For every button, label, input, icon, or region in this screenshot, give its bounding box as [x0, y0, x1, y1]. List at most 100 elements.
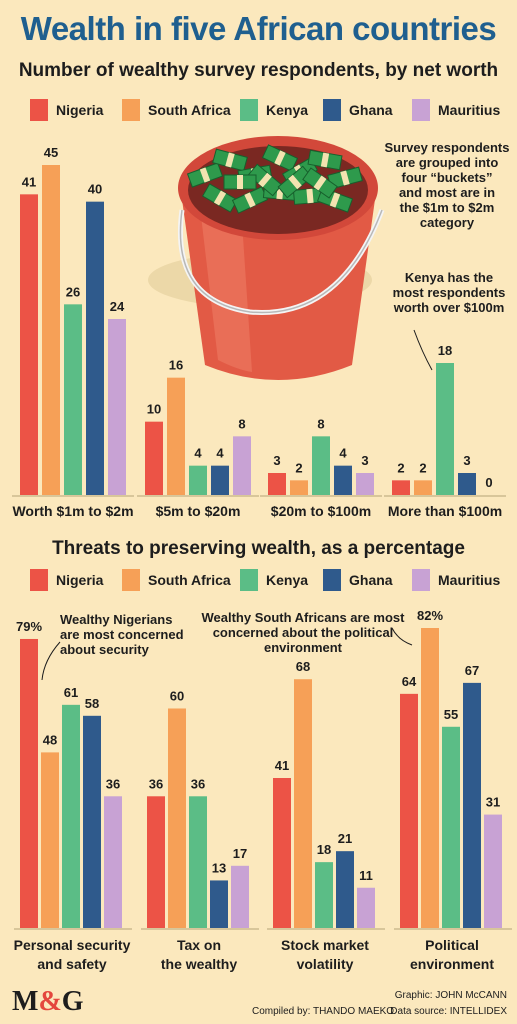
chart2-value-label: 67 — [465, 663, 479, 678]
annotation-line: four “buckets” — [401, 170, 493, 185]
chart2-bar-kenya — [62, 704, 80, 928]
chart1-value-label: 40 — [88, 182, 102, 197]
chart1-value-label: 3 — [273, 453, 280, 468]
chart2-bar-kenya — [189, 796, 207, 928]
chart2-legend: Nigeria South Africa Kenya Ghana Mauritius — [0, 568, 517, 592]
annotation-line: are most concerned — [60, 627, 184, 642]
chart2-value-label: 68 — [296, 659, 310, 674]
chart1-value-label: 4 — [339, 446, 347, 461]
legend-label: South Africa — [148, 102, 231, 118]
chart2-category-label: Tax on — [177, 937, 221, 953]
chart2-value-label: 13 — [212, 860, 226, 875]
legend-label: Ghana — [349, 572, 393, 588]
legend-swatch — [30, 99, 48, 121]
chart2-value-label: 36 — [191, 776, 205, 791]
chart2-category-label: environment — [410, 956, 494, 972]
chart1-value-label: 10 — [147, 402, 161, 417]
legend-item-ghana: Ghana — [323, 568, 393, 592]
chart2-value-label: 41 — [275, 758, 289, 773]
chart1-bar-south-africa — [290, 480, 308, 495]
chart2-value-label: 18 — [317, 842, 331, 857]
chart2-category-label: the wealthy — [161, 956, 237, 972]
chart1-bar-ghana — [334, 465, 352, 495]
chart1-value-label: 4 — [216, 446, 224, 461]
footer-source: Data source: INTELLIDEX — [390, 1006, 507, 1017]
money-bucket-illustration — [148, 136, 385, 380]
chart2-value-label: 64 — [402, 674, 417, 689]
chart2-value-label: 82% — [417, 608, 443, 623]
chart2-baseline — [267, 928, 385, 930]
legend-label: Ghana — [349, 102, 393, 118]
annotation-line: Wealthy Nigerians — [60, 612, 173, 627]
chart1-baseline — [137, 495, 259, 497]
annotation-line: about security — [60, 642, 149, 657]
legend-swatch — [30, 569, 48, 591]
chart1-legend: Nigeria South Africa Kenya Ghana Mauritius — [0, 98, 517, 122]
chart2-bar-ghana — [463, 682, 481, 928]
chart1-bar-south-africa — [42, 165, 60, 495]
chart1-bar-ghana — [211, 465, 229, 495]
chart1-baseline — [384, 495, 506, 497]
chart2-bar-mauritius — [357, 887, 375, 928]
chart1-bar-kenya — [312, 436, 330, 495]
chart1-baseline — [260, 495, 382, 497]
chart2-value-label: 58 — [85, 696, 99, 711]
chart1-value-label: 8 — [238, 416, 245, 431]
legend-item-nigeria: Nigeria — [30, 568, 103, 592]
annotation-line: category — [419, 215, 475, 230]
chart2-value-label: 17 — [233, 846, 247, 861]
annotation-line: concerned about the political — [212, 625, 394, 640]
legend-swatch — [122, 569, 140, 591]
legend-swatch — [323, 569, 341, 591]
chart2-category-label: Personal security — [14, 937, 131, 953]
annotation-line: Wealthy South Africans are most — [201, 610, 405, 625]
annotation-line: environment — [263, 640, 342, 655]
chart2-bar-ghana — [210, 880, 228, 928]
chart2-value-label: 60 — [170, 688, 184, 703]
annotation-line: worth over $100m — [393, 300, 505, 315]
chart2-value-label: 48 — [43, 732, 57, 747]
chart1-bar-south-africa — [414, 480, 432, 495]
legend-item-ghana: Ghana — [323, 98, 393, 122]
annotation-line: Kenya has the — [404, 270, 494, 285]
chart1-baseline — [12, 495, 134, 497]
chart2-bar-ghana — [83, 715, 101, 928]
chart2-value-label: 61 — [64, 685, 78, 700]
chart2-bar-south-africa — [294, 679, 312, 928]
chart2-bar-nigeria — [20, 638, 38, 928]
chart1-value-label: 2 — [419, 460, 426, 475]
chart2-category-label: Political — [425, 937, 479, 953]
chart1-value-label: 3 — [463, 453, 470, 468]
chart1-value-label: 16 — [169, 358, 183, 373]
chart1-category-label: $20m to $100m — [271, 503, 371, 519]
footer-graphic: Graphic: JOHN McCANN — [394, 990, 507, 1001]
chart1-bar-mauritius — [233, 436, 251, 495]
chart2-bar-nigeria — [273, 778, 291, 928]
annotation-line: are grouped into — [395, 155, 499, 170]
chart1-bar-nigeria — [268, 473, 286, 495]
chart1-value-label: 3 — [361, 453, 368, 468]
chart1-category-label: $5m to $20m — [156, 503, 241, 519]
legend-item-mauritius: Mauritius — [412, 568, 500, 592]
chart1-value-label: 45 — [44, 145, 58, 160]
annotation-kenya: Kenya has the most respondents worth over … — [384, 270, 514, 315]
chart2-category-label: Stock market — [281, 937, 369, 953]
chart1-value-label: 0 — [485, 475, 492, 490]
legend-item-nigeria: Nigeria — [30, 98, 103, 122]
chart2-bar-mauritius — [104, 796, 122, 928]
legend-swatch — [323, 99, 341, 121]
chart1-bar-kenya — [64, 304, 82, 495]
legend-swatch — [240, 569, 258, 591]
chart1-value-label: 24 — [110, 299, 125, 314]
legend-item-south-africa: South Africa — [122, 568, 231, 592]
annotation-southafrica: Wealthy South Africans are most concerned… — [198, 610, 408, 655]
chart1-value-label: 8 — [317, 416, 324, 431]
chart2-bar-nigeria — [147, 796, 165, 928]
chart2-subtitle: Threats to preserving wealth, as a perce… — [52, 538, 465, 559]
chart2-bar-mauritius — [484, 814, 502, 928]
annotation-southafrica-leader — [391, 627, 413, 646]
legend-label: Mauritius — [438, 102, 501, 118]
legend-label: Nigeria — [56, 102, 104, 118]
legend-label: Kenya — [266, 102, 309, 118]
chart2-bar-kenya — [442, 726, 460, 928]
